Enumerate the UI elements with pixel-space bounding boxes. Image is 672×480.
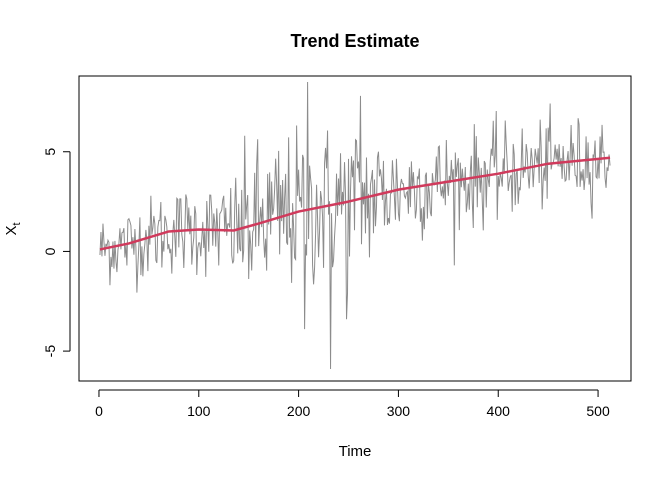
x-tick-label-1: 100 (187, 403, 211, 419)
x-tick-label-0: 0 (95, 403, 103, 419)
x-tick-label-2: 200 (287, 403, 311, 419)
chart-title: Trend Estimate (290, 31, 419, 51)
x-axis-label: Time (339, 443, 372, 460)
y-axis-label-subscript: t (11, 222, 23, 225)
plot-frame (78, 75, 632, 382)
y-axis-label-main: X (3, 226, 20, 236)
y-axis: -5 0 5 (42, 148, 71, 358)
observed-series-line (99, 81, 611, 370)
x-tick-label-5: 500 (586, 403, 610, 419)
y-tick-label-2: 5 (42, 148, 58, 156)
svg-text:Xt: Xt (3, 222, 23, 235)
x-tick-label-4: 400 (487, 403, 511, 419)
trend-series-line (99, 156, 611, 251)
y-tick-label-0: -5 (42, 345, 58, 358)
series-layer (99, 81, 611, 370)
x-axis: 0 100 200 300 400 500 (95, 389, 610, 419)
y-tick-label-1: 0 (42, 247, 58, 255)
x-tick-label-3: 300 (387, 403, 411, 419)
y-axis-label: Xt (3, 222, 23, 235)
